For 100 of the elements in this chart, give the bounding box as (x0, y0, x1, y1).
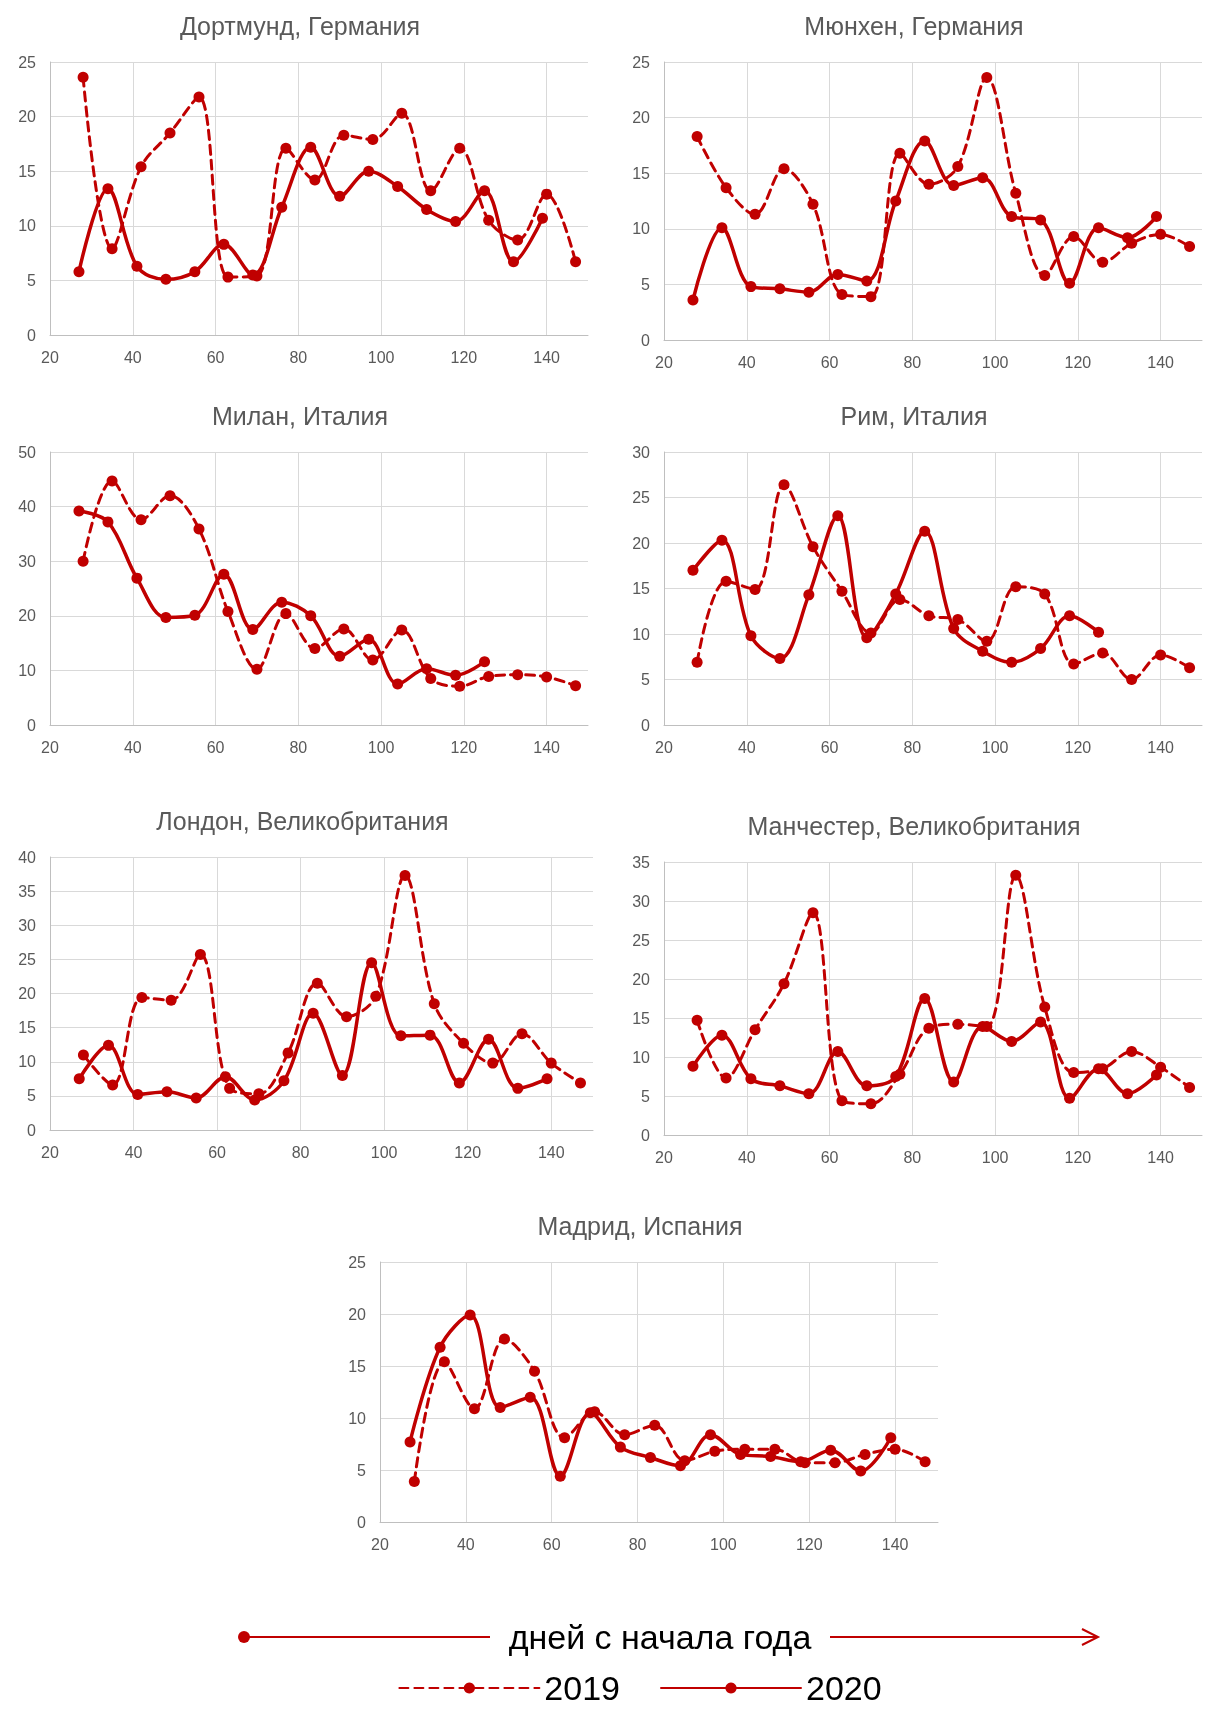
point (832, 268, 844, 280)
point (709, 1445, 721, 1457)
x-tick-label: 60 (206, 348, 225, 366)
point (778, 978, 790, 990)
point (280, 608, 292, 620)
y-tick-label: 0 (641, 331, 651, 349)
point (425, 673, 437, 685)
y-tick-label: 20 (18, 985, 37, 1002)
x-tick-label: 20 (655, 738, 673, 756)
y-tick-label: 25 (348, 1253, 367, 1271)
point (483, 1033, 495, 1045)
x-tick-label: 60 (820, 353, 839, 371)
point (428, 998, 440, 1010)
x-tick-label: 20 (41, 348, 59, 366)
y-tick-label: 15 (348, 1357, 367, 1375)
point (132, 1089, 144, 1101)
y-tick-label: 15 (18, 162, 37, 180)
x-tick-label: 20 (41, 1143, 59, 1161)
point (278, 1075, 290, 1087)
point (249, 1094, 261, 1106)
y-tick-label: 20 (18, 607, 37, 625)
point (512, 1082, 524, 1094)
point (311, 977, 323, 989)
x-tick-label: 100 (981, 738, 1009, 756)
point (280, 142, 292, 154)
point (425, 185, 437, 197)
y-tick-label: 25 (632, 489, 651, 506)
point (454, 142, 466, 154)
point (674, 1460, 686, 1472)
point (948, 1076, 960, 1088)
point (894, 147, 906, 159)
point (716, 534, 728, 546)
point (705, 1429, 717, 1441)
point (336, 1069, 348, 1081)
point (981, 72, 993, 84)
point (981, 635, 993, 647)
point (305, 610, 317, 622)
point (334, 650, 346, 662)
point (865, 1098, 877, 1110)
x-tick-label: 20 (371, 1535, 389, 1553)
point (516, 1028, 528, 1040)
point (619, 1429, 631, 1441)
x-tick-label: 60 (206, 738, 225, 756)
y-tick-label: 25 (18, 53, 37, 71)
point (102, 516, 114, 528)
y-tick-label: 10 (632, 1048, 651, 1066)
point (450, 669, 462, 681)
point (644, 1452, 656, 1464)
point (218, 568, 230, 580)
y-tick-label: 30 (18, 552, 37, 570)
point (483, 670, 495, 682)
point (1010, 187, 1022, 199)
point (276, 596, 288, 608)
point (524, 1391, 536, 1403)
point (574, 1077, 586, 1089)
point (832, 510, 844, 522)
point (1039, 1001, 1051, 1013)
point (774, 283, 786, 295)
point (224, 1082, 236, 1094)
point (135, 514, 147, 526)
point (366, 957, 378, 969)
point (341, 1011, 353, 1023)
x-tick-label: 100 (981, 1148, 1009, 1166)
y-tick-label: 20 (632, 970, 651, 988)
point (494, 1402, 506, 1414)
point (885, 1432, 897, 1444)
point (765, 1450, 777, 1462)
point (77, 71, 89, 83)
point (106, 475, 118, 487)
point (545, 1057, 557, 1069)
point (716, 1029, 728, 1041)
y-tick-label: 10 (18, 1053, 37, 1071)
y-tick-label: 5 (27, 271, 37, 289)
y-tick-label: 0 (641, 716, 651, 734)
point (218, 238, 230, 250)
x-tick-label: 100 (367, 348, 395, 366)
point (450, 215, 462, 227)
x-tick-label: 40 (124, 1143, 143, 1161)
point (720, 182, 732, 194)
point (1064, 610, 1076, 622)
legend-label: 2020 (806, 1669, 882, 1707)
point (363, 165, 375, 177)
point (160, 273, 172, 285)
x-tick-label: 140 (1147, 738, 1175, 756)
point (1126, 1046, 1138, 1058)
chart-title: Дортмунд, Германия (179, 11, 421, 40)
point (923, 178, 935, 190)
point (1039, 588, 1051, 600)
point (421, 663, 433, 675)
point (1184, 1081, 1196, 1093)
point (1035, 643, 1047, 655)
point (807, 907, 819, 919)
point (745, 281, 757, 293)
x-tick-label: 80 (903, 1148, 922, 1166)
point (778, 163, 790, 175)
x-tick-label: 120 (1064, 738, 1092, 756)
y-tick-label: 20 (632, 109, 651, 127)
point (778, 479, 790, 491)
point (865, 291, 877, 303)
y-tick-label: 10 (18, 661, 37, 679)
